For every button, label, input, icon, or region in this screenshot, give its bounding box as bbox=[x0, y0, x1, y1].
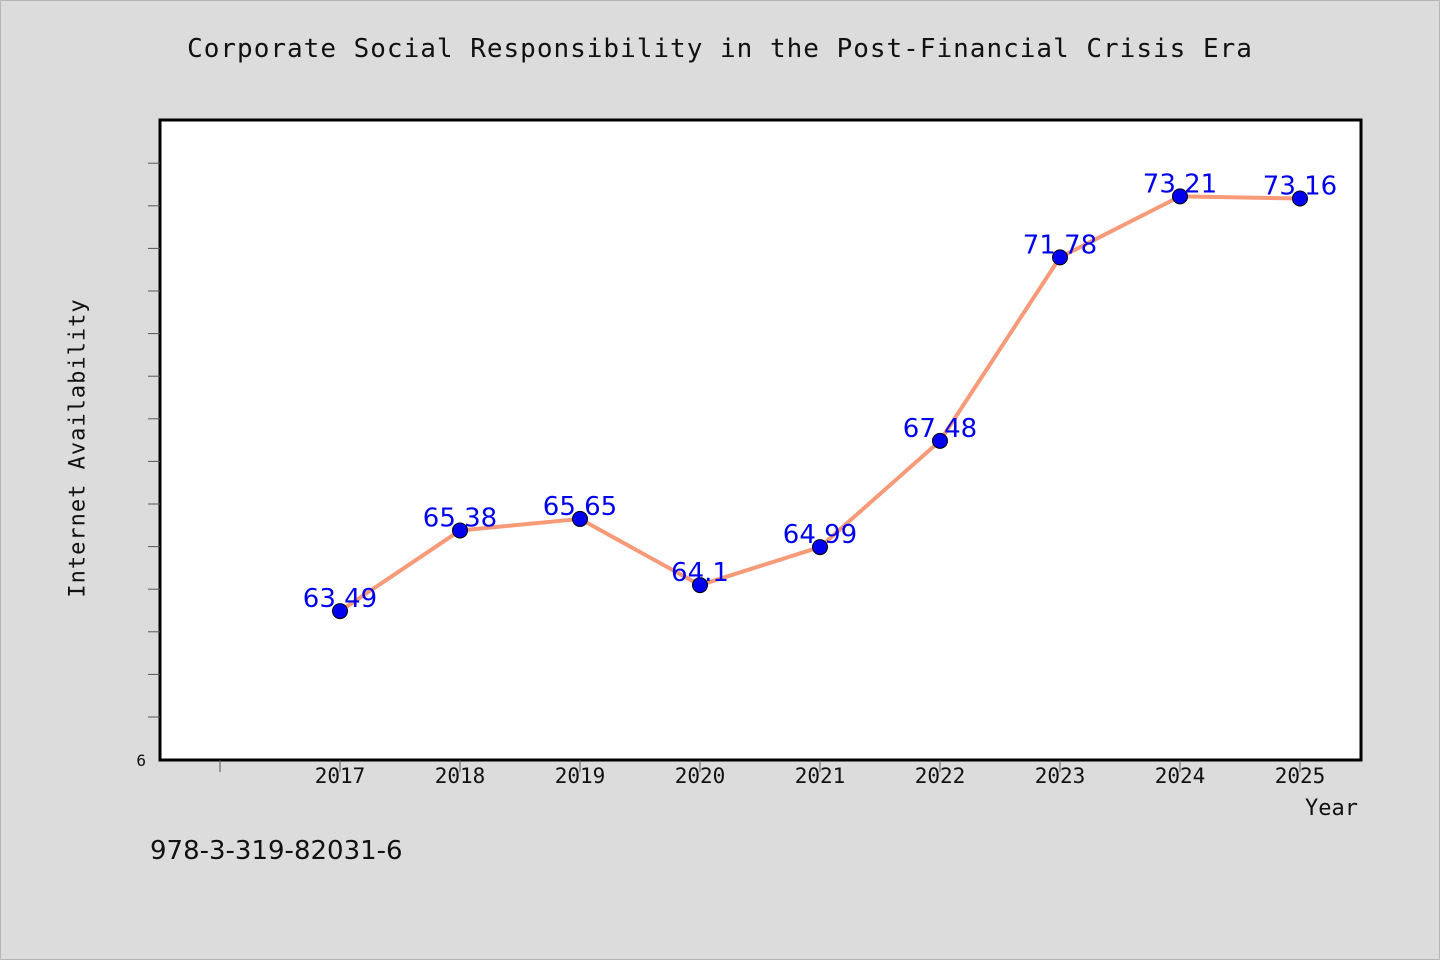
x-tick-label: 2018 bbox=[435, 764, 486, 788]
data-label: 71.78 bbox=[1023, 230, 1097, 260]
data-label: 63.49 bbox=[303, 584, 377, 614]
data-point bbox=[572, 510, 588, 527]
data-point bbox=[932, 432, 948, 449]
data-point bbox=[812, 539, 828, 556]
data-point bbox=[1292, 190, 1308, 207]
data-label: 65.65 bbox=[543, 492, 617, 522]
data-point bbox=[332, 603, 348, 620]
x-tick-label: 2024 bbox=[1155, 764, 1206, 788]
data-point bbox=[452, 522, 468, 539]
x-tick-label: 2020 bbox=[675, 764, 726, 788]
isbn-code: 978-3-319-82031-6 bbox=[150, 836, 403, 866]
data-point bbox=[692, 577, 708, 594]
x-axis-label: Year bbox=[1305, 796, 1358, 821]
data-label: 64.1 bbox=[671, 558, 729, 588]
data-point bbox=[1052, 249, 1068, 266]
chart-title: Corporate Social Responsibility in the P… bbox=[187, 34, 1253, 64]
x-tick-label: 2017 bbox=[315, 764, 366, 788]
x-tick-label: 2023 bbox=[1035, 764, 1086, 788]
x-tick-label: 2021 bbox=[795, 764, 846, 788]
x-tick-label: 2019 bbox=[555, 764, 606, 788]
data-label: 64.99 bbox=[783, 520, 857, 550]
y-axis-label: Internet Availability bbox=[65, 298, 91, 598]
y-tick-label: 6 bbox=[136, 751, 146, 770]
plot-frame bbox=[158, 118, 1363, 762]
x-tick-label: 2022 bbox=[915, 764, 966, 788]
data-point bbox=[1172, 188, 1188, 205]
data-label: 73.16 bbox=[1263, 172, 1337, 202]
data-label: 73.21 bbox=[1143, 169, 1217, 199]
data-label: 67.48 bbox=[903, 414, 977, 444]
x-tick-label: 2025 bbox=[1275, 764, 1326, 788]
data-label: 65.38 bbox=[423, 503, 497, 533]
